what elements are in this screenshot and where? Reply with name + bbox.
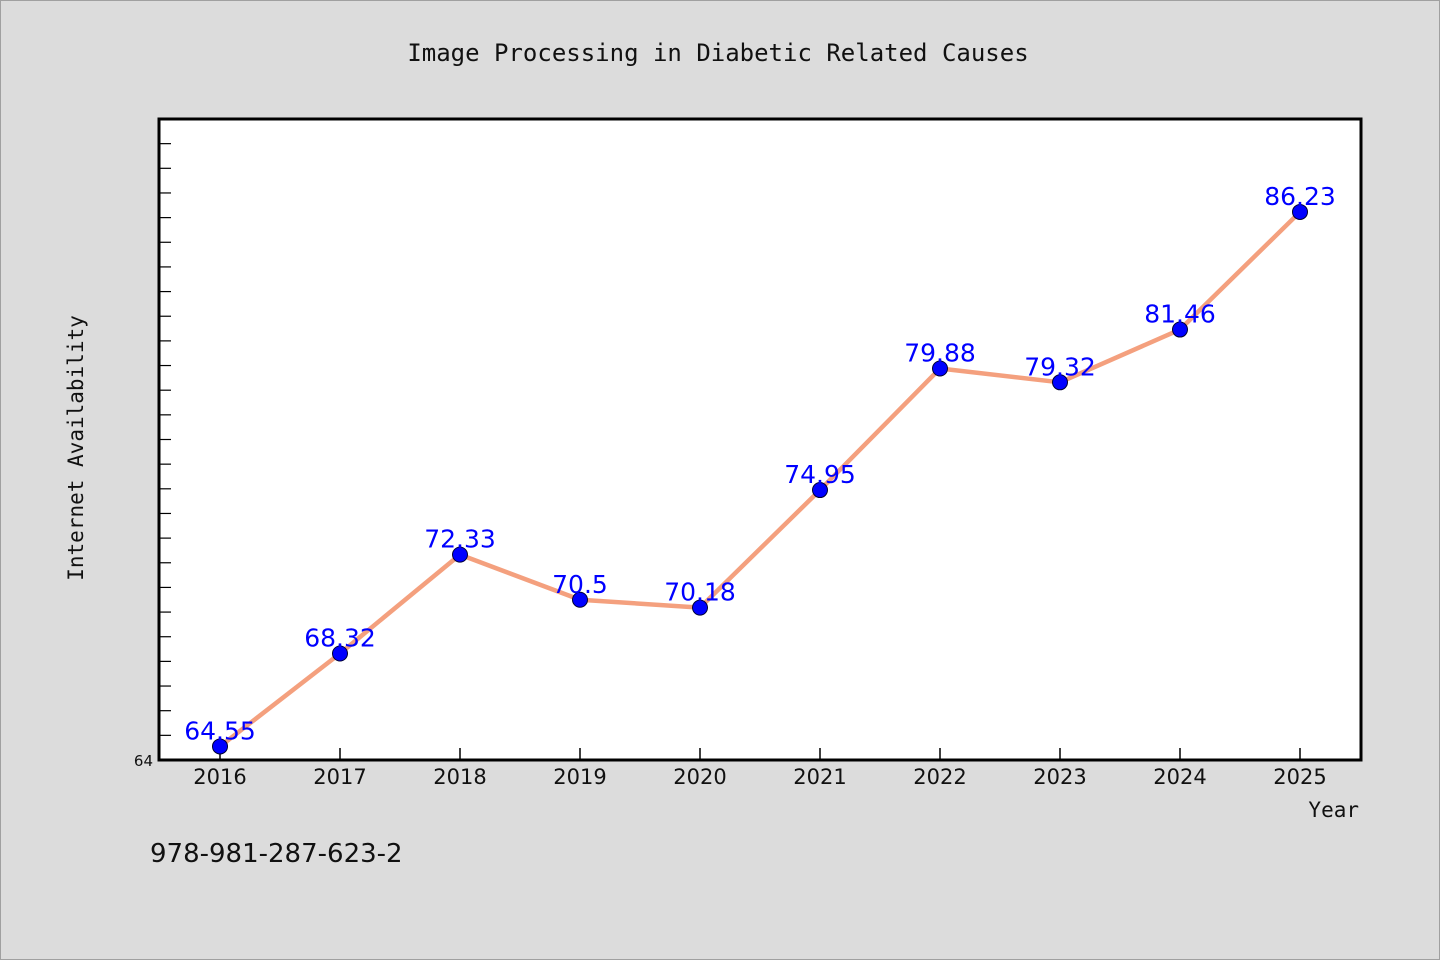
y-minor-ticks <box>159 143 171 761</box>
x-tick-label: 2024 <box>1153 765 1206 789</box>
x-tick-label: 2021 <box>793 765 846 789</box>
data-point <box>692 599 708 616</box>
data-label: 74.95 <box>784 460 856 489</box>
x-tick-label: 2023 <box>1033 765 1086 789</box>
x-tick-label: 2022 <box>913 765 966 789</box>
data-point <box>452 546 468 563</box>
data-point <box>212 738 228 755</box>
y-tick-labels: 64 <box>134 752 153 770</box>
data-point <box>332 645 348 662</box>
data-point <box>812 482 828 499</box>
x-tick-label: 2025 <box>1273 765 1326 789</box>
x-tick-label: 2018 <box>433 765 486 789</box>
x-ticks <box>219 748 1301 760</box>
x-tick-label: 2017 <box>313 765 366 789</box>
y-tick-label: 64 <box>134 752 153 770</box>
data-label: 86.23 <box>1264 182 1336 211</box>
x-axis-label: Year <box>1308 798 1359 822</box>
series-line <box>218 210 1302 749</box>
chart-title: Image Processing in Diabetic Related Cau… <box>407 39 1028 67</box>
x-tick-label: 2019 <box>553 765 606 789</box>
y-axis-label: Internet Availability <box>64 315 88 581</box>
data-label: 81.46 <box>1144 300 1216 329</box>
data-label: 70.18 <box>664 578 736 607</box>
x-tick-label: 2020 <box>673 765 726 789</box>
data-point <box>572 591 588 608</box>
series-lines <box>218 210 1302 749</box>
data-label: 64.55 <box>184 716 256 745</box>
data-label: 79.32 <box>1024 352 1096 381</box>
data-point <box>932 360 948 377</box>
data-labels: 64.55 68.32 72.33 70.5 70.18 74.95 79.88 79.32 8… <box>184 182 1336 745</box>
data-label: 68.32 <box>304 623 376 652</box>
x-tick-labels: 2016 2017 2018 2019 2020 2021 2022 2023 2024 2025 <box>193 765 1326 789</box>
data-point <box>1052 374 1068 391</box>
x-tick-label: 2016 <box>193 765 246 789</box>
data-label: 70.5 <box>552 570 608 599</box>
data-label: 79.88 <box>904 338 976 367</box>
isbn-footer: 978-981-287-623-2 <box>150 839 403 869</box>
data-point <box>1172 321 1188 338</box>
series-markers <box>212 203 1308 755</box>
data-point <box>1292 203 1308 220</box>
plot-area <box>157 117 1363 762</box>
data-label: 72.33 <box>424 525 496 554</box>
